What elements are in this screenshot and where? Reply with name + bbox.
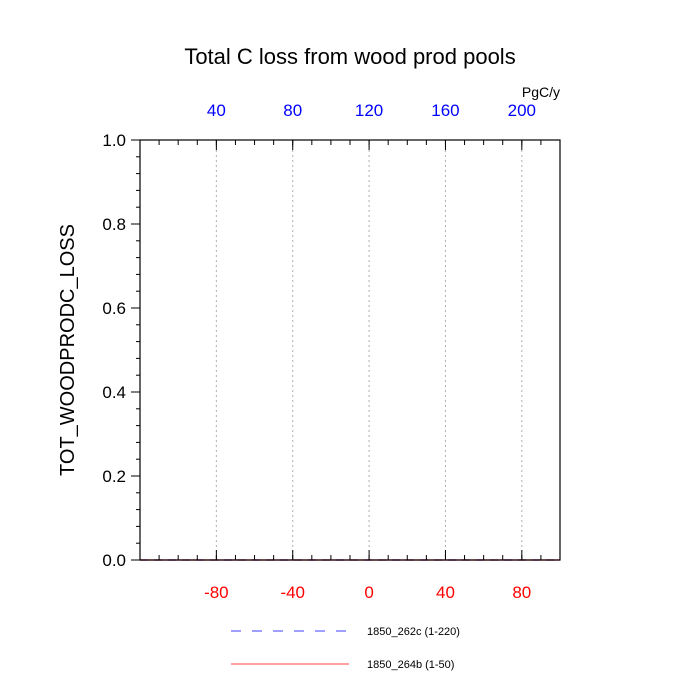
y-tick-label: 0.8 <box>102 215 126 234</box>
x-top-tick-label: 80 <box>283 101 302 120</box>
x-bottom-tick-label: 40 <box>436 583 455 602</box>
chart-title: Total C loss from wood prod pools <box>184 44 515 69</box>
grid-lines <box>215 140 523 560</box>
x-bottom-tick-label: -80 <box>204 583 229 602</box>
x-top-tick-label: 160 <box>431 101 459 120</box>
tick-labels: -80 -40 0 40 80 40 80 120 160 200 0.0 0.2 0.4 0.6 0.8 1… <box>102 101 536 602</box>
x-bottom-tick-label: 0 <box>364 583 373 602</box>
x-bottom-tick-label: -40 <box>280 583 305 602</box>
y-tick-label: 0.4 <box>102 383 126 402</box>
x-top-tick-label: 120 <box>355 101 383 120</box>
y-tick-label: 0.6 <box>102 299 126 318</box>
legend: 1850_262c (1-220) 1850_264b (1-50) <box>231 626 460 671</box>
axis-ticks <box>131 139 561 561</box>
y-axis-label: TOT_WOODPRODC_LOSS <box>57 224 79 476</box>
y-tick-label: 0.2 <box>102 467 126 486</box>
y-tick-label: 1.0 <box>102 131 126 150</box>
x-top-tick-label: 200 <box>508 101 536 120</box>
plot-frame <box>139 139 561 561</box>
x-bottom-tick-label: 80 <box>512 583 531 602</box>
x-top-tick-label: 40 <box>207 101 226 120</box>
top-axis-unit-label: PgC/y <box>522 84 560 100</box>
legend-label-1: 1850_262c (1-220) <box>367 626 460 638</box>
y-tick-label: 0.0 <box>102 551 126 570</box>
legend-label-2: 1850_264b (1-50) <box>367 659 454 671</box>
